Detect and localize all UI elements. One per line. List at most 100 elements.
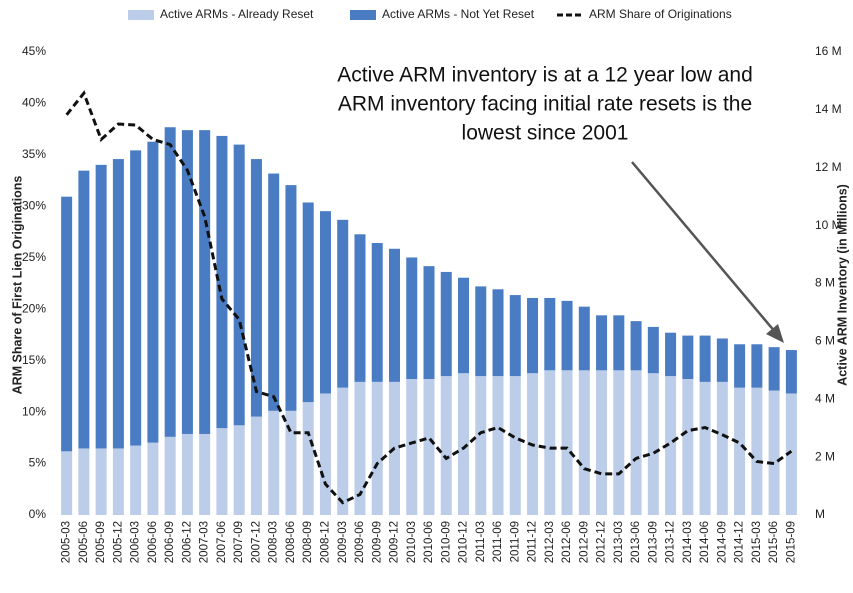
bar xyxy=(406,378,418,515)
bar xyxy=(388,248,400,382)
x-tick-label: 2007-12 xyxy=(250,521,262,563)
x-tick-label: 2013-06 xyxy=(630,521,642,563)
bar xyxy=(95,164,107,449)
bar xyxy=(458,373,470,515)
bar xyxy=(250,416,262,515)
bar xyxy=(112,448,124,515)
bar xyxy=(181,433,193,515)
y-tick-label: 45% xyxy=(22,44,46,58)
bar xyxy=(509,376,521,515)
x-tick-label: 2005-12 xyxy=(112,521,124,563)
bar xyxy=(354,381,366,515)
bar xyxy=(578,306,590,371)
bar xyxy=(371,242,383,382)
x-tick-label: 2006-09 xyxy=(164,521,176,563)
x-tick-label: 2010-09 xyxy=(440,521,452,563)
x-tick-label: 2012-06 xyxy=(561,521,573,563)
bar xyxy=(509,295,521,377)
x-tick-label: 2011-06 xyxy=(492,521,504,562)
x-tick-label: 2005-06 xyxy=(78,521,90,563)
bar xyxy=(768,347,780,391)
x-tick-label: 2010-03 xyxy=(406,521,418,563)
line xyxy=(65,90,793,505)
bar xyxy=(630,370,642,515)
legend-label: Active ARMs - Already Reset xyxy=(160,7,314,21)
y2-tick-label: 16 M xyxy=(815,44,842,58)
bar xyxy=(199,130,211,434)
x-tick-label: 2013-09 xyxy=(647,521,659,563)
x-tick-label: 2014-09 xyxy=(716,521,728,563)
x-tick-label: 2014-06 xyxy=(699,521,711,563)
bar xyxy=(199,433,211,515)
bar xyxy=(302,402,314,515)
x-tick-label: 2008-03 xyxy=(268,521,280,563)
bar xyxy=(613,370,625,515)
bar xyxy=(578,370,590,515)
y2-tick-label: 8 M xyxy=(815,276,835,290)
y-tick-label: 15% xyxy=(22,353,46,367)
bar xyxy=(78,448,90,515)
legend-swatch xyxy=(350,10,376,20)
y-tick-label: 25% xyxy=(22,250,46,264)
x-tick-label: 2011-09 xyxy=(509,521,521,562)
bar xyxy=(112,159,124,449)
annotation-line: lowest since 2001 xyxy=(462,122,629,145)
x-tick-label: 2012-03 xyxy=(544,521,556,563)
x-tick-label: 2006-03 xyxy=(130,521,142,563)
bar xyxy=(337,387,349,515)
bar xyxy=(61,196,73,452)
bar xyxy=(475,286,487,377)
x-tick-label: 2009-12 xyxy=(389,521,401,563)
bar xyxy=(665,332,677,377)
x-tick-label: 2013-03 xyxy=(613,521,625,563)
bar xyxy=(302,202,314,403)
x-tick-label: 2007-06 xyxy=(216,521,228,563)
y-tick-label: 35% xyxy=(22,147,46,161)
y2-tick-label: 12 M xyxy=(815,160,842,174)
bar xyxy=(458,277,470,374)
bar xyxy=(596,370,608,515)
x-tick-label: 2011-03 xyxy=(475,521,487,562)
arrow-head xyxy=(766,324,784,343)
x-tick-label: 2005-03 xyxy=(61,521,73,563)
y2-axis-title: Active ARM Inventory (in Millions) xyxy=(835,184,849,386)
x-tick-label: 2009-09 xyxy=(371,521,383,563)
bar xyxy=(751,344,763,388)
y-tick-label: 10% xyxy=(22,404,46,418)
bar xyxy=(768,390,780,515)
y-tick-label: 0% xyxy=(29,507,47,521)
annotation-line: Active ARM inventory is at a 12 year low… xyxy=(337,64,753,87)
bar xyxy=(181,130,193,434)
x-tick-label: 2006-12 xyxy=(181,521,193,563)
bar xyxy=(699,381,711,515)
bar xyxy=(319,211,331,394)
y2-tick-label: 2 M xyxy=(815,449,835,463)
x-tick-label: 2008-06 xyxy=(285,521,297,563)
bar xyxy=(613,315,625,371)
bar xyxy=(78,170,90,449)
bar xyxy=(751,387,763,515)
bar xyxy=(734,387,746,515)
y-tick-label: 40% xyxy=(22,96,46,110)
y-axis-title: ARM Share of First Lien Originations xyxy=(10,176,24,395)
x-tick-label: 2010-12 xyxy=(458,521,470,563)
bar xyxy=(233,144,245,426)
bar xyxy=(319,393,331,515)
bar xyxy=(130,150,142,446)
bar xyxy=(665,376,677,515)
bar xyxy=(440,376,452,515)
bar xyxy=(337,219,349,388)
x-tick-label: 2007-09 xyxy=(233,521,245,563)
legend-label: Active ARMs - Not Yet Reset xyxy=(382,7,535,21)
x-tick-label: 2008-12 xyxy=(319,521,331,563)
x-tick-label: 2009-06 xyxy=(354,521,366,563)
bar xyxy=(354,234,366,382)
bar xyxy=(716,338,728,382)
bar xyxy=(630,321,642,371)
x-tick-label: 2015-06 xyxy=(768,521,780,563)
bar xyxy=(268,410,280,515)
bar xyxy=(561,370,573,515)
y-tick-label: 20% xyxy=(22,301,46,315)
